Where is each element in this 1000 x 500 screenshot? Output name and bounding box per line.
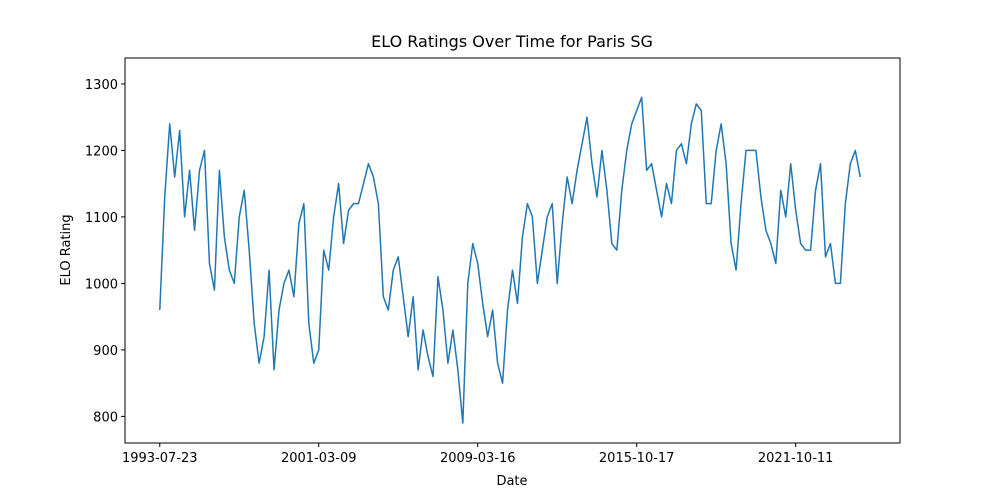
- x-tick-label: 2015-10-17: [599, 451, 675, 466]
- y-tick-label: 900: [93, 344, 118, 359]
- y-tick-label: 1100: [85, 211, 118, 226]
- x-tick-label: 2009-03-16: [440, 451, 516, 466]
- y-tick-label: 1300: [85, 78, 118, 93]
- y-tick-label: 1000: [85, 277, 118, 292]
- x-tick-label: 2001-03-09: [281, 451, 357, 466]
- chart-title: ELO Ratings Over Time for Paris SG: [371, 32, 653, 51]
- y-tick-label: 1200: [85, 144, 118, 159]
- plot-frame: [124, 57, 901, 444]
- x-tick-label: 2021-10-11: [758, 451, 834, 466]
- y-axis-label: ELO Rating: [59, 214, 74, 285]
- x-axis-label: Date: [496, 474, 527, 489]
- x-tick-label: 1993-07-23: [122, 451, 198, 466]
- y-tick-label: 800: [93, 410, 118, 425]
- line-series: [159, 96, 861, 424]
